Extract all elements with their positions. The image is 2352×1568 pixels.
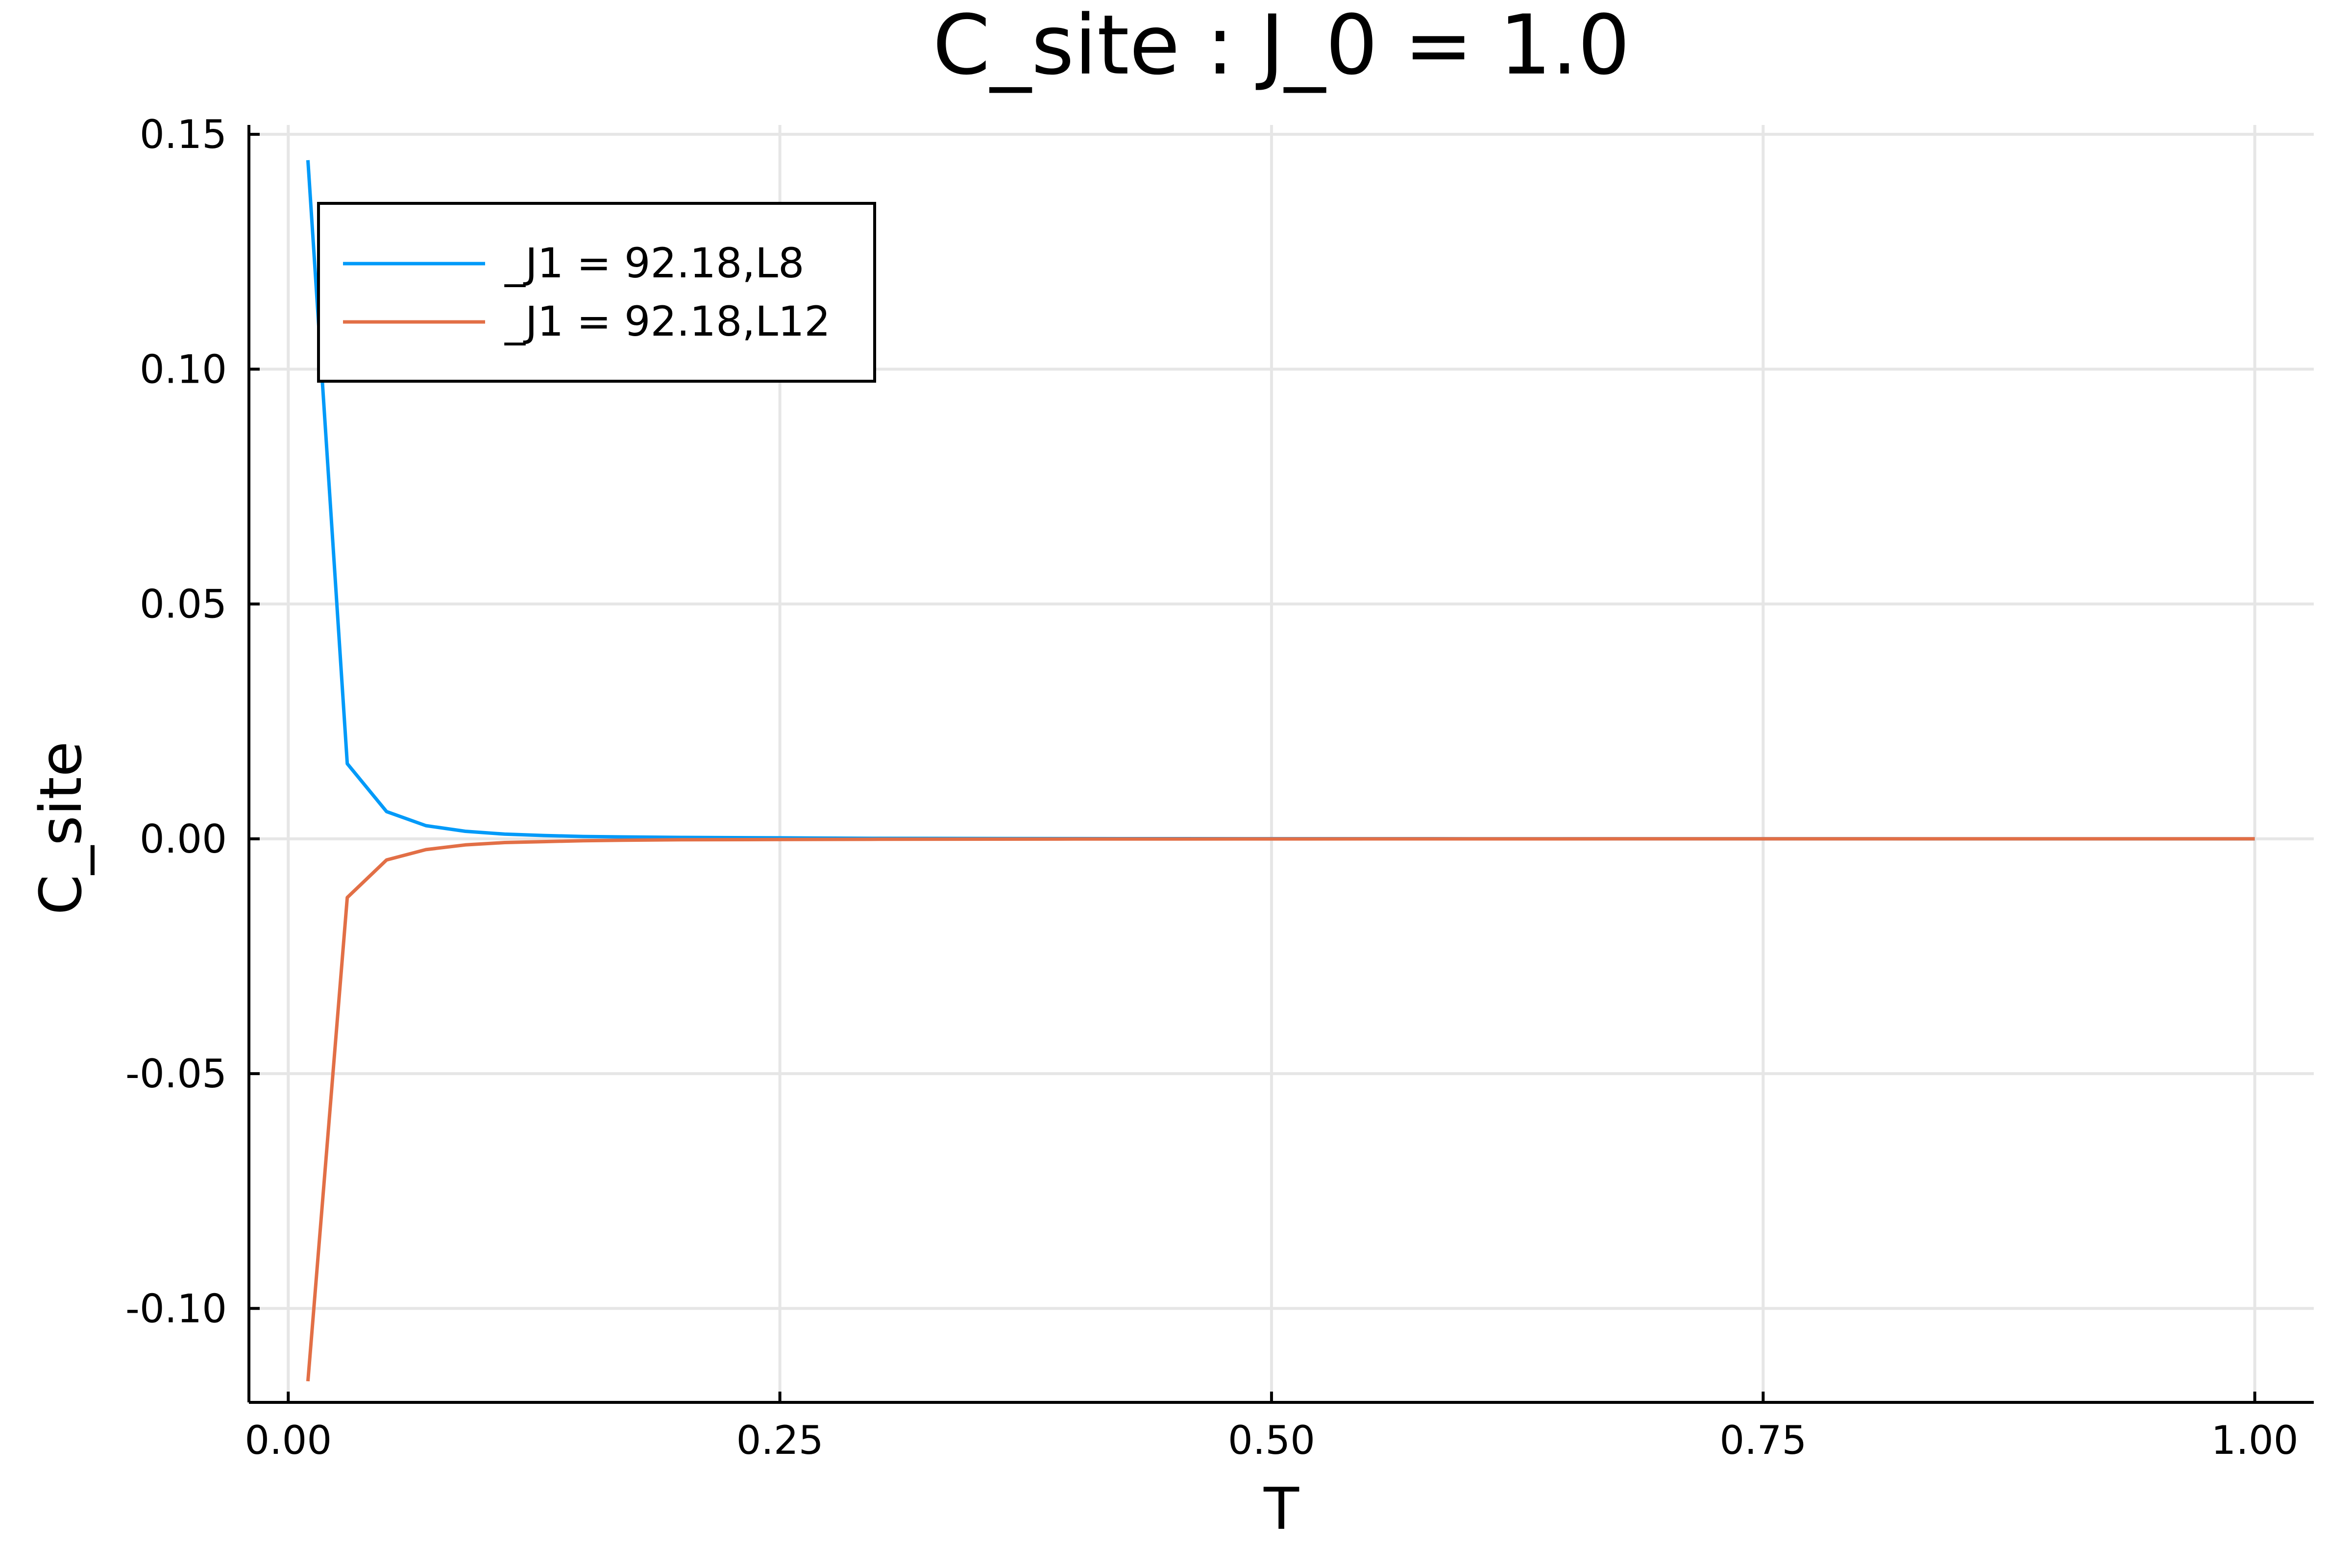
y-tick-label-1: -0.05 [125, 1051, 227, 1097]
series-lines [306, 160, 2255, 1382]
y-tick-label-2: 0.00 [140, 816, 227, 862]
x-tick-label-0: 0.00 [245, 1418, 332, 1463]
legend: _J1 = 92.18,L8 _J1 = 92.18,L12 [317, 202, 876, 383]
grid [249, 125, 2314, 1402]
y-axis-title: C_site [27, 741, 95, 915]
y-tick-label-5: 0.15 [140, 112, 227, 157]
series-line-1 [306, 837, 2255, 1382]
y-tick-label-3: 0.05 [140, 582, 227, 627]
x-tick-label-1: 0.25 [736, 1418, 824, 1463]
tick-labels: 0.00 0.25 0.50 0.75 1.00 -0.10 -0.05 0.00 0.05 0.… [125, 112, 2299, 1463]
x-tick-label-2: 0.50 [1228, 1418, 1315, 1463]
x-tick-label-4: 1.00 [2211, 1418, 2299, 1463]
axes [247, 125, 2314, 1404]
legend-label-l8: _J1 = 92.18,L8 [504, 239, 804, 287]
chart-title: C_site : J_0 = 1.0 [932, 0, 1630, 93]
y-tick-label-0: -0.10 [125, 1286, 227, 1331]
legend-box [317, 202, 876, 383]
x-axis-title: T [1263, 1475, 1299, 1543]
y-tick-label-4: 0.10 [140, 346, 227, 392]
legend-label-l12: _J1 = 92.18,L12 [504, 297, 831, 345]
x-tick-label-3: 0.75 [1719, 1418, 1807, 1463]
